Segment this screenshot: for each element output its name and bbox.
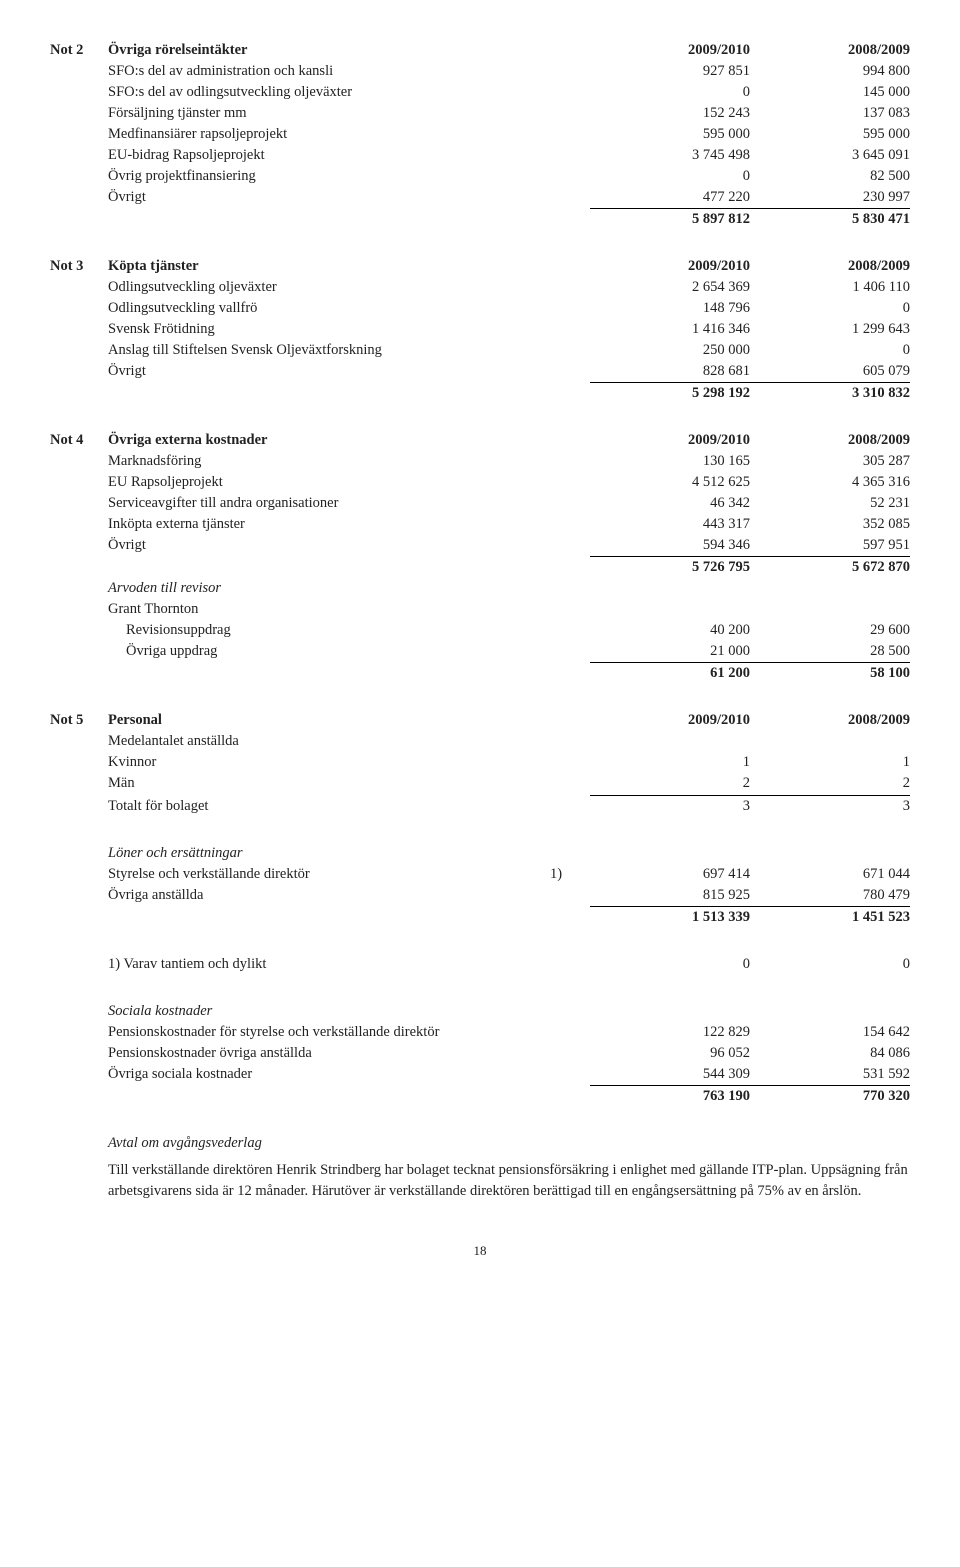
table-row: Övrigt 594 346 597 951 <box>50 535 910 557</box>
table-row: 763 190 770 320 <box>50 1086 910 1107</box>
table-row: EU-bidrag Rapsoljeprojekt 3 745 498 3 64… <box>50 145 910 166</box>
table-row: Styrelse och verkställande direktör 1) 6… <box>50 864 910 885</box>
table-row: Pensionskostnader övriga anställda 96 05… <box>50 1043 910 1064</box>
table-row: SFO:s del av odlingsutveckling oljeväxte… <box>50 82 910 103</box>
table-row: Avtal om avgångsvederlag <box>50 1133 910 1154</box>
table-row: Medfinansiärer rapsoljeprojekt 595 000 5… <box>50 124 910 145</box>
table-row: 5 726 795 5 672 870 <box>50 557 910 578</box>
table-row: Totalt för bolaget 3 3 <box>50 796 910 817</box>
table-row: Not 2 Övriga rörelseintäkter 2009/2010 2… <box>50 40 910 61</box>
table-row: Försäljning tjänster mm 152 243 137 083 <box>50 103 910 124</box>
table-row: Not 3 Köpta tjänster 2009/2010 2008/2009 <box>50 256 910 277</box>
table-row: 1 513 339 1 451 523 <box>50 907 910 928</box>
table-row: Sociala kostnader <box>50 1001 910 1022</box>
table-row: 5 897 812 5 830 471 <box>50 209 910 230</box>
table-row: Odlingsutveckling oljeväxter 2 654 369 1… <box>50 277 910 298</box>
table-row: Övriga anställda 815 925 780 479 <box>50 885 910 907</box>
table-row: Svensk Frötidning 1 416 346 1 299 643 <box>50 319 910 340</box>
table-row: Grant Thornton <box>50 599 910 620</box>
table-row: Marknadsföring 130 165 305 287 <box>50 451 910 472</box>
table-row: Män 2 2 <box>50 773 910 795</box>
table-row: Inköpta externa tjänster 443 317 352 085 <box>50 514 910 535</box>
table-row: Övrig projektfinansiering 0 82 500 <box>50 166 910 187</box>
table-row: Övrigt 828 681 605 079 <box>50 361 910 383</box>
table-row: Arvoden till revisor <box>50 578 910 599</box>
table-row: SFO:s del av administration och kansli 9… <box>50 61 910 82</box>
table-row: Pensionskostnader för styrelse och verks… <box>50 1022 910 1043</box>
table-row: Övriga sociala kostnader 544 309 531 592 <box>50 1064 910 1086</box>
table-row: Medelantalet anställda <box>50 731 910 752</box>
paragraph: Till verkställande direktören Henrik Str… <box>108 1160 910 1202</box>
table-row: Not 5 Personal 2009/2010 2008/2009 <box>50 710 910 731</box>
table-row: Revisionsuppdrag 40 200 29 600 <box>50 620 910 641</box>
page-number: 18 <box>50 1242 910 1261</box>
table-row: Not 4 Övriga externa kostnader 2009/2010… <box>50 430 910 451</box>
table-row: Övrigt 477 220 230 997 <box>50 187 910 209</box>
table-row: 1) Varav tantiem och dylikt 0 0 <box>50 954 910 975</box>
table-row: Serviceavgifter till andra organisatione… <box>50 493 910 514</box>
table-row: Löner och ersättningar <box>50 843 910 864</box>
table-row: Övriga uppdrag 21 000 28 500 <box>50 641 910 663</box>
table-row: Odlingsutveckling vallfrö 148 796 0 <box>50 298 910 319</box>
table-row: EU Rapsoljeprojekt 4 512 625 4 365 316 <box>50 472 910 493</box>
table-row: Kvinnor 1 1 <box>50 752 910 773</box>
table-row: 5 298 192 3 310 832 <box>50 383 910 404</box>
table-row: Anslag till Stiftelsen Svensk Oljeväxtfo… <box>50 340 910 361</box>
table-row: 61 200 58 100 <box>50 663 910 684</box>
financial-notes: Not 2 Övriga rörelseintäkter 2009/2010 2… <box>50 40 910 1202</box>
